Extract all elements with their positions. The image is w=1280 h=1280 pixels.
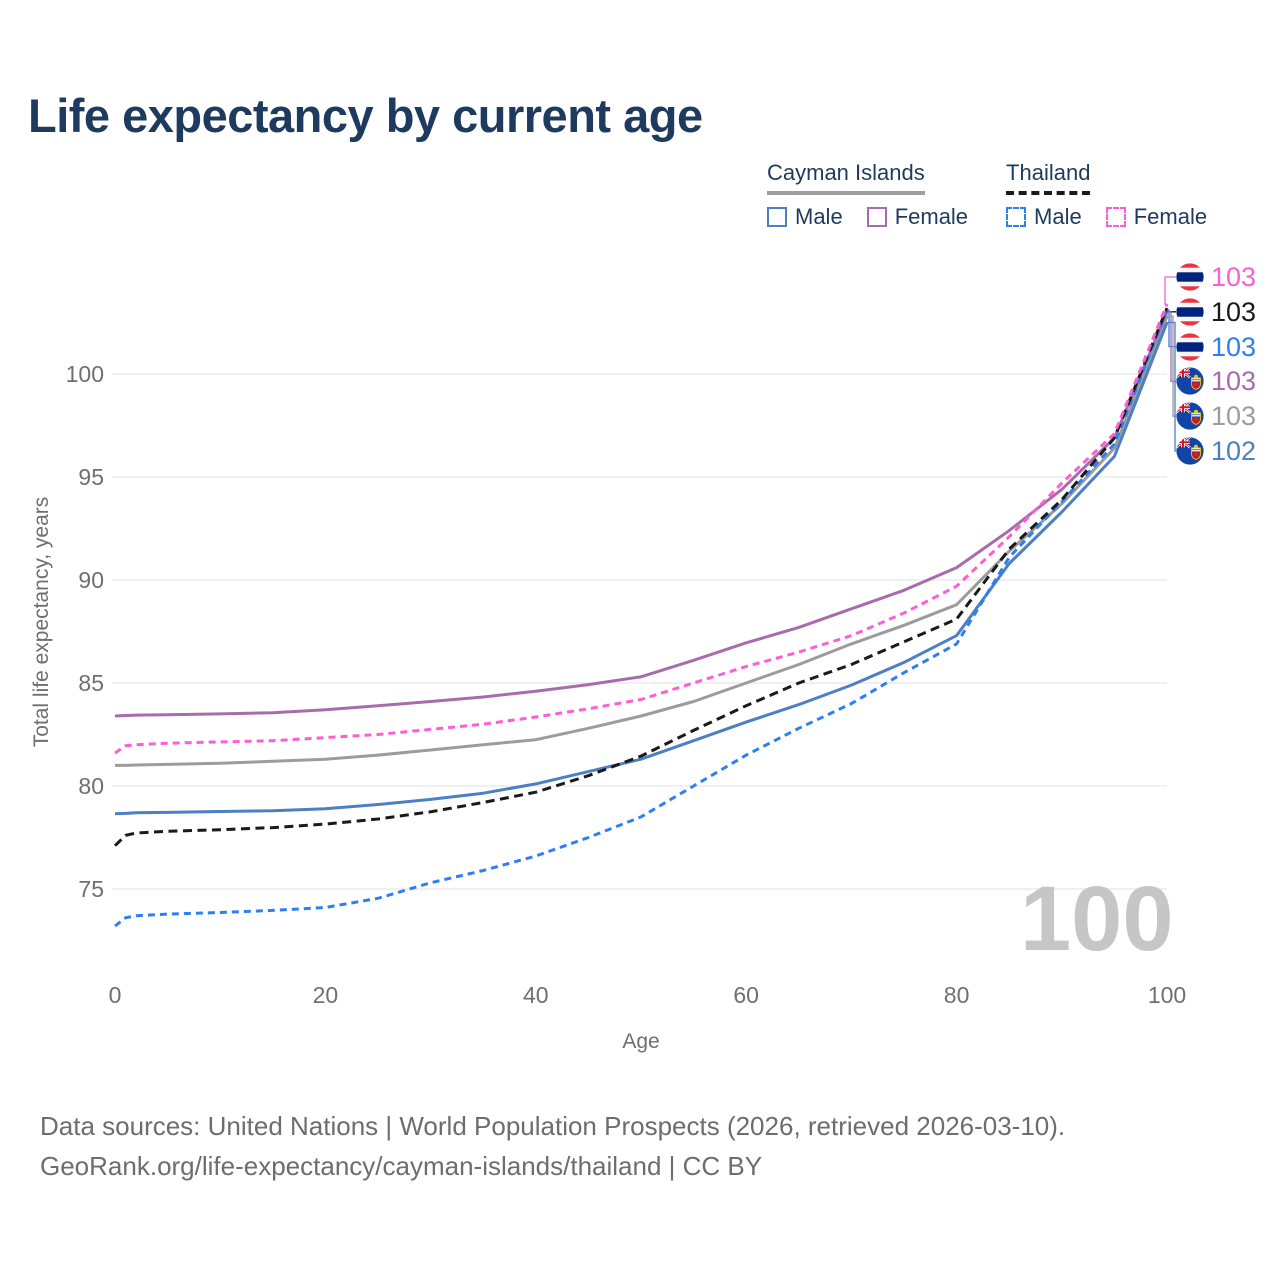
x-axis-tick-labels: 0 20 40 60 80 100	[109, 982, 1187, 1008]
y-tick-95: 95	[78, 464, 104, 490]
series-line-thailand-female[interactable]	[114, 303, 1169, 755]
end-value: 102	[1211, 436, 1257, 466]
connector-cayman-islands-male	[1167, 321, 1176, 452]
legend-items: Male Female	[1006, 204, 1207, 230]
series-line-thailand[interactable]	[113, 307, 1169, 847]
footer: Data sources: United Nations | World Pop…	[40, 1106, 1065, 1187]
x-tick-0: 0	[109, 982, 122, 1008]
end-value: 103	[1211, 331, 1257, 362]
cayman-islands-flag-icon	[1176, 402, 1204, 430]
legend-items: Male Female	[767, 204, 968, 230]
end-value: 103	[1211, 366, 1257, 397]
end-label-row-thailand-male: 103	[1176, 333, 1256, 361]
x-tick-100: 100	[1148, 982, 1186, 1008]
legend-swatch-icon	[866, 207, 887, 227]
legend-item-label: Male	[795, 204, 843, 229]
series-line-cayman-islands-male[interactable]	[114, 321, 1169, 816]
thailand-flag-icon	[1176, 332, 1204, 361]
x-axis-title: Age	[622, 1030, 659, 1053]
y-tick-90: 90	[78, 567, 104, 593]
thailand-flag-icon	[1176, 298, 1204, 326]
y-axis-tick-labels: 75 80 85 90 95 100	[66, 361, 104, 902]
series-line-cayman-islands-female[interactable]	[114, 311, 1169, 718]
chart-series-lines	[113, 303, 1169, 928]
end-label-row-thailand-female: 103	[1176, 263, 1256, 291]
cayman-islands-flag-icon	[1176, 367, 1204, 395]
thailand-flag-icon	[1176, 263, 1204, 291]
legend-swatch-icon	[1006, 207, 1027, 227]
legend-country-label: Cayman Islands	[767, 160, 925, 195]
end-label-row-cayman-islands-female: 103	[1176, 367, 1256, 395]
end-label-row-cayman-islands-male: 102	[1176, 437, 1256, 465]
connector-thailand-female	[1164, 276, 1176, 305]
end-label-connectors	[1164, 276, 1176, 452]
end-label-row-thailand: 103	[1176, 298, 1256, 326]
y-tick-80: 80	[78, 773, 104, 799]
y-tick-85: 85	[78, 670, 104, 696]
legend-item-thailand-female[interactable]: Female	[1105, 204, 1208, 230]
end-value: 103	[1211, 401, 1257, 432]
gridlines	[112, 373, 1167, 890]
legend-item-label: Female	[894, 204, 969, 229]
watermark: 100	[1020, 868, 1174, 970]
y-axis-title: Total life expectancy, years	[30, 497, 53, 748]
legend-country-label: Thailand	[1006, 160, 1091, 195]
legend-swatch-icon	[767, 207, 787, 227]
x-tick-40: 40	[523, 982, 549, 1008]
attribution-line: GeoRank.org/life-expectancy/cayman-islan…	[40, 1151, 763, 1182]
legend-swatch-icon	[1105, 207, 1126, 227]
y-tick-100: 100	[66, 361, 104, 387]
page-title: Life expectancy by current age	[28, 89, 703, 142]
legend-item-label: Male	[1034, 204, 1082, 229]
series-line-thailand-male[interactable]	[114, 309, 1169, 928]
x-tick-80: 80	[944, 982, 970, 1008]
legend-group-cayman-islands: Cayman Islands Male Female	[767, 160, 968, 230]
legend-item-thailand-male[interactable]: Male	[1006, 204, 1082, 230]
y-tick-75: 75	[78, 876, 104, 902]
cayman-islands-flag-icon	[1176, 437, 1204, 465]
series-line-cayman-islands[interactable]	[115, 315, 1169, 767]
data-sources-line: Data sources: United Nations | World Pop…	[40, 1111, 1066, 1141]
legend-item-cayman-islands-male[interactable]: Male	[767, 204, 843, 230]
legend-item-label: Female	[1133, 204, 1208, 229]
end-value: 103	[1211, 296, 1257, 327]
legend: Cayman Islands Male Female Thailand Male Fema…	[767, 160, 1207, 230]
legend-item-cayman-islands-female[interactable]: Female	[866, 204, 969, 230]
legend-group-thailand: Thailand Male Female	[1006, 160, 1207, 230]
x-tick-20: 20	[313, 982, 339, 1008]
end-value: 103	[1211, 262, 1257, 292]
end-label-row-cayman-islands: 103	[1176, 402, 1256, 430]
x-tick-60: 60	[733, 982, 759, 1008]
